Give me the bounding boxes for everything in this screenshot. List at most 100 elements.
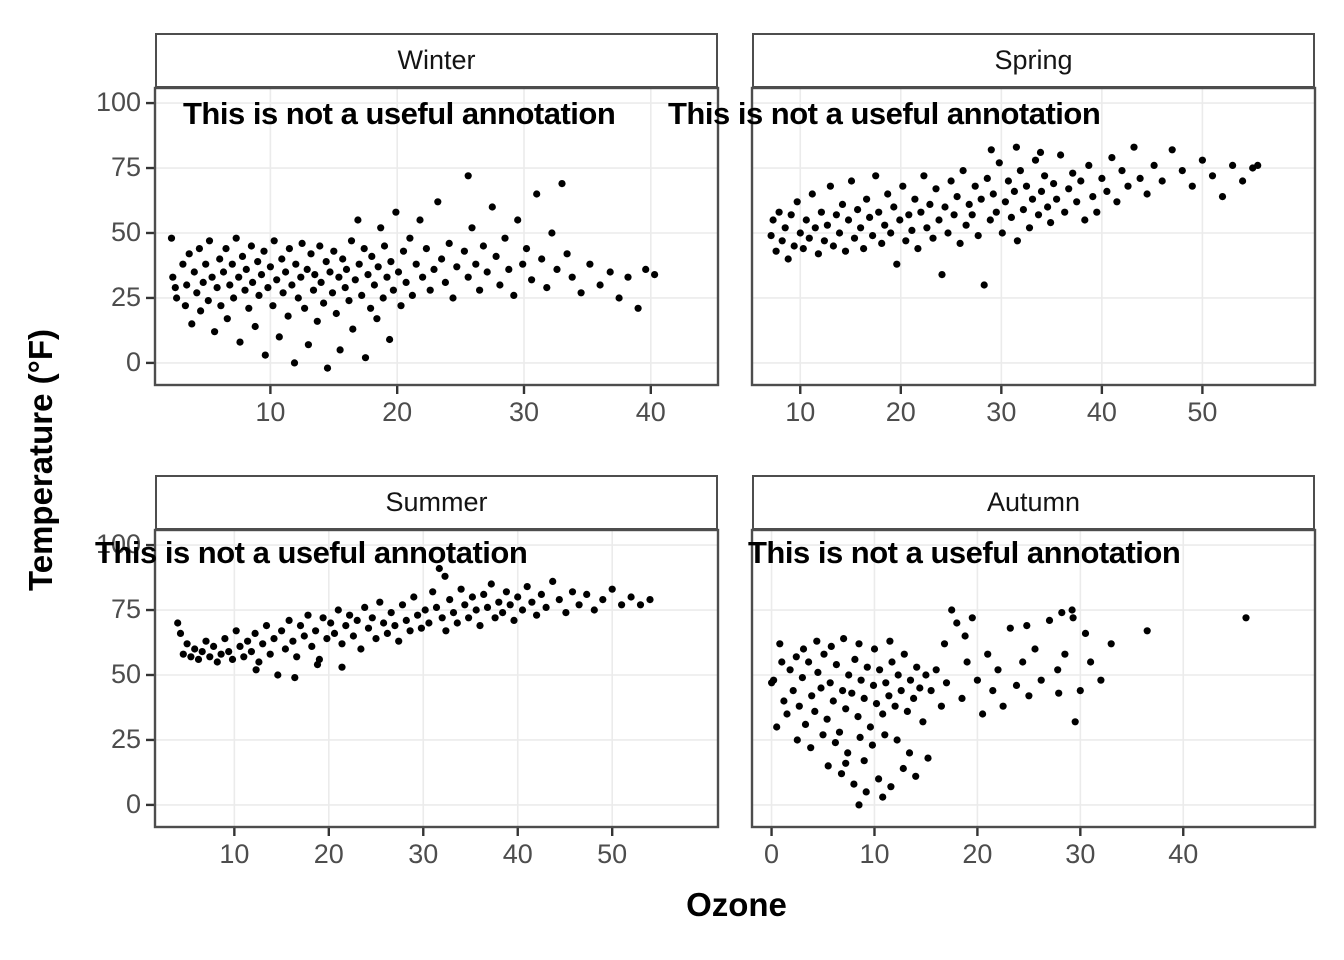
data-point [917,208,925,216]
data-point [608,585,616,593]
data-point [501,234,509,242]
x-tick-label: 40 [502,839,533,869]
data-point [941,203,949,211]
data-point [505,265,513,273]
data-point [878,239,886,247]
data-point [315,655,323,664]
data-point [814,668,822,677]
data-point [553,265,561,273]
data-point [298,239,306,247]
data-point [776,640,784,648]
data-point [199,278,207,286]
data-point [583,590,591,599]
data-point [349,632,357,640]
data-point [961,632,969,640]
y-tick-label: 25 [110,281,141,312]
data-point [278,255,286,263]
x-axis-title: Ozone [686,886,787,923]
data-point [1001,198,1010,206]
data-point [769,216,777,224]
data-point [1076,687,1084,695]
data-point [383,629,391,638]
data-point [568,588,577,596]
data-point [986,216,994,224]
data-point [1103,187,1111,195]
data-point [542,603,550,612]
data-point [328,289,337,297]
data-point [890,203,898,211]
data-point [316,242,324,250]
data-point [438,255,446,263]
data-point [929,234,937,242]
data-point [935,216,943,224]
data-point [1025,224,1034,232]
data-point [1130,143,1138,151]
data-point [784,255,792,263]
data-point [223,315,231,323]
data-point [642,265,650,273]
data-point [284,312,292,320]
data-point [464,273,472,281]
data-point [860,757,868,765]
data-point [294,294,302,302]
data-point [537,590,546,599]
x-tick-label: 20 [962,839,993,869]
data-point [472,260,480,268]
data-point [304,341,312,349]
data-point [801,720,810,729]
data-point [906,676,915,684]
data-point [312,627,320,635]
data-point [886,637,894,645]
data-point [905,749,914,757]
data-point [1019,206,1027,214]
data-point [208,273,216,281]
data-point [1061,650,1069,658]
data-point [320,299,328,307]
x-tick-label: 40 [635,397,666,427]
data-point [522,245,531,253]
data-point [786,666,794,674]
data-point [780,697,788,705]
data-point [987,146,995,154]
points-layer [174,564,654,682]
data-point [881,221,889,229]
data-point [1007,213,1016,221]
data-point [875,208,883,216]
annotation-text: This is not a useful annotation [183,96,616,131]
data-point [441,572,449,580]
data-point [441,278,449,286]
data-point [1013,237,1022,245]
data-point [793,736,801,744]
data-point [916,684,924,692]
data-point [965,200,973,208]
data-point [394,268,403,276]
data-point [174,619,182,627]
data-point [264,284,272,292]
data-point [364,624,373,632]
data-point [247,242,255,250]
data-point [973,676,982,684]
data-point [495,598,503,606]
data-point [885,692,893,700]
data-point [528,598,536,606]
data-point [211,328,219,336]
data-point [971,182,979,190]
data-point [330,247,338,255]
panel-background [752,530,1315,827]
y-tick-label: 75 [110,594,141,625]
data-point [506,601,514,609]
data-point [370,281,378,289]
data-point [856,733,864,742]
data-point [811,707,819,716]
data-point [402,278,410,286]
data-point [1010,187,1019,195]
data-point [327,619,335,627]
data-point [479,242,487,250]
data-point [1016,167,1024,175]
data-point [770,676,778,684]
data-point [773,723,781,731]
data-point [260,247,268,255]
data-point [275,333,283,341]
